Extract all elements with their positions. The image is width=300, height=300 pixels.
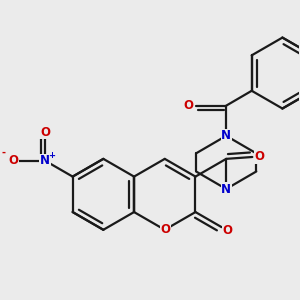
Text: N: N [221,182,231,196]
Text: N: N [40,154,50,167]
Text: O: O [8,154,18,167]
Text: O: O [255,151,265,164]
Text: O: O [222,224,232,237]
Text: O: O [184,99,194,112]
Text: +: + [48,151,55,160]
Text: O: O [40,126,50,139]
Text: O: O [161,223,171,236]
Text: N: N [221,129,231,142]
Text: -: - [2,148,6,158]
